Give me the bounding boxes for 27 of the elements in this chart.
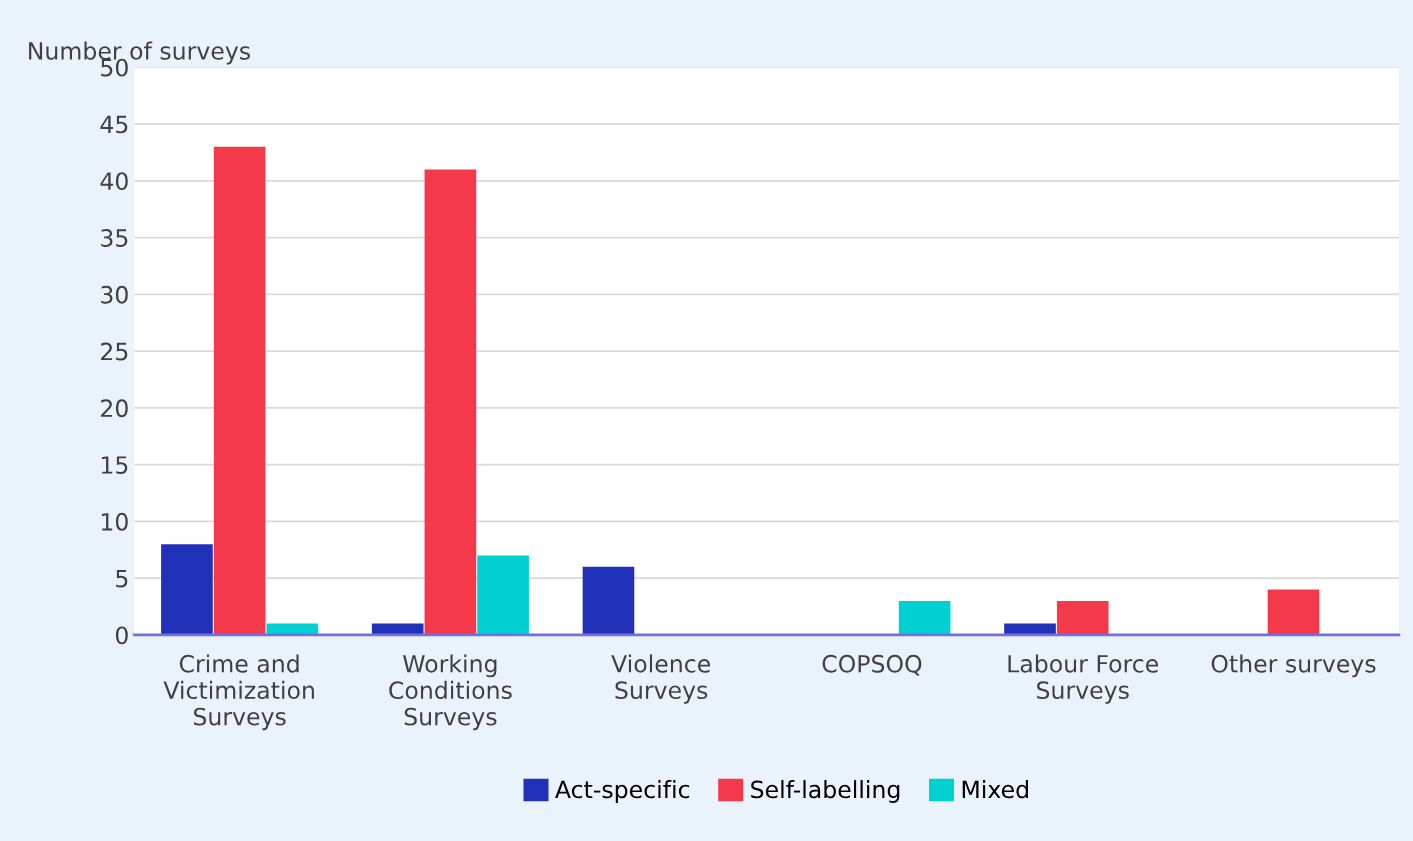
bar [582, 566, 635, 635]
y-tick-label: 5 [116, 569, 128, 588]
x-tick-label: Crime and Victimization Surveys [163, 654, 314, 731]
y-tick-label: 45 [100, 115, 128, 134]
x-tick-label: COPSOQ [822, 654, 922, 676]
y-tick-label: 15 [101, 456, 128, 474]
bar [424, 169, 477, 635]
y-tick-label: 20 [101, 399, 128, 418]
x-tick-label: Labour Force Surveys [1008, 654, 1158, 704]
legend-label: Act-specific [555, 780, 690, 803]
x-tick-label: Working Conditions Surveys [389, 654, 512, 731]
legend-label: Mixed [962, 780, 1028, 799]
bar [213, 146, 266, 635]
bar [898, 600, 951, 635]
y-tick-label: 35 [101, 229, 128, 247]
bar [161, 544, 213, 635]
bar [1056, 600, 1109, 635]
y-tick-label: 30 [101, 285, 128, 304]
x-tick-label: Other surveys [1211, 654, 1376, 678]
y-tick-label: 25 [101, 342, 128, 361]
bar [1267, 589, 1320, 635]
bar [477, 555, 529, 635]
x-tick-label: Violence Surveys [611, 654, 710, 704]
y-tick-label: 40 [100, 172, 128, 191]
y-tick-label: 0 [115, 626, 128, 645]
y-tick-label: 10 [101, 512, 128, 531]
legend-label: Self-labelling [751, 780, 900, 803]
